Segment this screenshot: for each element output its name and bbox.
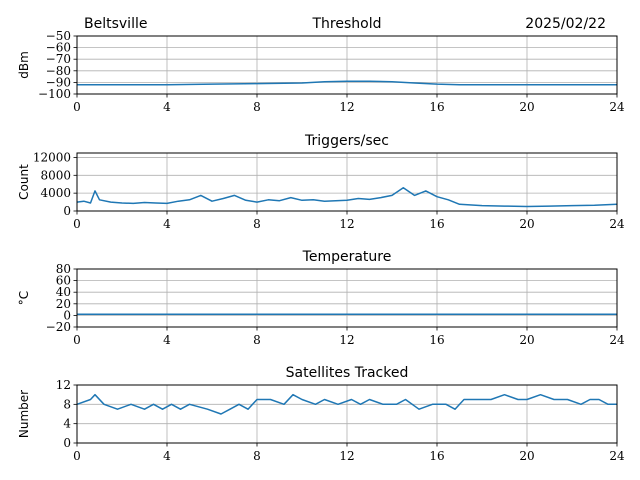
y-tick-label: −50 (46, 29, 71, 43)
x-tick-label: 20 (519, 333, 534, 347)
x-tick-label: 24 (609, 449, 625, 463)
series-line-0 (77, 80, 617, 86)
y-tick-label: 4 (63, 417, 71, 431)
chart-title: Satellites Tracked (286, 365, 409, 381)
y-axis-label: dBm (17, 51, 31, 79)
x-tick-label: 0 (73, 100, 81, 114)
y-tick-label: 20 (56, 297, 71, 311)
x-tick-label: 20 (519, 217, 534, 231)
chart-panels: 0 4 8 12 16 20 24 −100−90−80−70−60−50 Threshold d… (17, 16, 625, 463)
x-tick-label: 24 (609, 217, 625, 231)
y-tick-label: −90 (46, 75, 71, 89)
x-tick-label: 4 (163, 333, 171, 347)
y-tick-label: 80 (56, 262, 71, 276)
station-label: Beltsville (84, 16, 147, 32)
x-tick-label: 8 (253, 449, 261, 463)
chart-panel-3: 0 4 8 12 16 20 24 0 4 8 12 Satellites Tracked Number (17, 365, 625, 463)
chart-panel-1: 0 4 8 12 16 20 24 0 4000 8000 12000 Triggers/sec Cou… (17, 133, 625, 231)
x-tick-label: 12 (339, 217, 354, 231)
x-tick-label: 4 (163, 449, 171, 463)
x-tick-label: 20 (519, 449, 534, 463)
y-tick-label: 0 (63, 308, 71, 322)
x-tick-label: 12 (339, 100, 354, 114)
y-tick-label: 0 (63, 204, 71, 218)
y-tick-label: 60 (56, 274, 71, 288)
y-tick-label: 12000 (33, 150, 71, 164)
x-tick-label: 8 (253, 333, 261, 347)
x-tick-label: 12 (339, 333, 354, 347)
x-tick-label: 12 (339, 449, 354, 463)
x-tick-label: 8 (253, 217, 261, 231)
series-line-0 (76, 393, 617, 415)
y-tick-label: −80 (46, 64, 71, 78)
chart-title: Triggers/sec (304, 133, 389, 149)
chart-title: Threshold (312, 16, 382, 32)
y-tick-label: 8000 (40, 168, 71, 182)
x-tick-label: 24 (609, 333, 625, 347)
date-label: 2025/02/22 (525, 16, 606, 32)
x-tick-label: 0 (73, 333, 81, 347)
y-tick-label: −100 (38, 87, 71, 101)
y-axis-label: Count (17, 164, 31, 200)
chart-title: Temperature (302, 249, 392, 265)
y-tick-label: 4000 (40, 186, 71, 200)
y-axis-label: °C (17, 291, 31, 305)
x-tick-label: 16 (429, 333, 444, 347)
series-line-0 (76, 187, 618, 208)
x-tick-label: 4 (163, 217, 171, 231)
y-axis-label: Number (17, 390, 31, 438)
y-tick-label: −70 (46, 52, 71, 66)
x-tick-label: 16 (429, 217, 444, 231)
x-tick-label: 24 (609, 100, 625, 114)
x-tick-label: 16 (429, 100, 444, 114)
x-tick-label: 4 (163, 100, 171, 114)
y-tick-label: −60 (46, 41, 71, 55)
x-tick-label: 8 (253, 100, 261, 114)
y-tick-label: 40 (56, 285, 71, 299)
y-tick-label: 8 (63, 397, 71, 411)
x-tick-label: 0 (73, 217, 81, 231)
y-tick-label: 0 (63, 436, 71, 450)
y-tick-label: −20 (46, 320, 71, 334)
x-tick-label: 0 (73, 449, 81, 463)
chart-panel-0: 0 4 8 12 16 20 24 −100−90−80−70−60−50 Threshold d… (17, 16, 625, 114)
x-tick-label: 16 (429, 449, 444, 463)
y-tick-label: 12 (56, 378, 71, 392)
x-tick-label: 20 (519, 100, 534, 114)
